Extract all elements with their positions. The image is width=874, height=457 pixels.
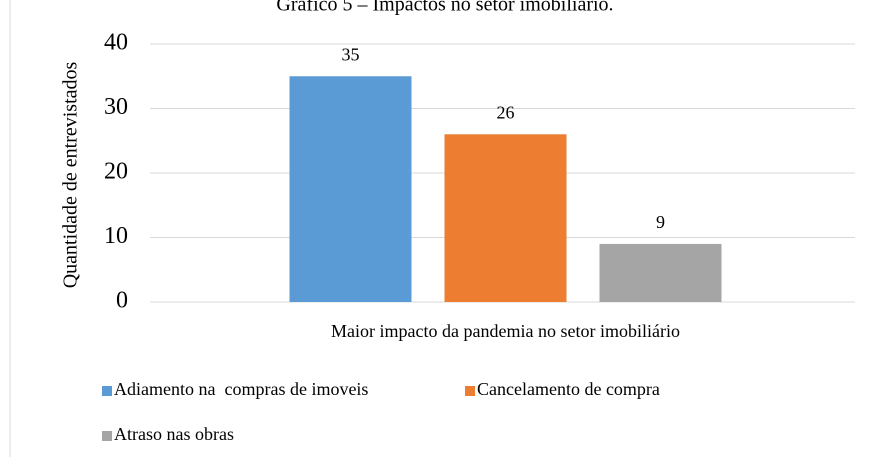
y-tick-label: 0 bbox=[116, 288, 128, 314]
legend-label: Cancelamento de compra bbox=[477, 379, 660, 399]
y-tick-label: 30 bbox=[104, 94, 128, 120]
y-axis-label: Quantidade de entrevistados bbox=[60, 61, 82, 288]
y-tick-label: 40 bbox=[104, 30, 128, 56]
bar bbox=[444, 134, 567, 302]
chart-title: Gráfico 5 – Impactos no setor imobiliári… bbox=[276, 0, 613, 16]
y-tick-label: 10 bbox=[104, 223, 128, 249]
legend-swatch bbox=[102, 431, 112, 441]
legend-label: Adiamento na compras de imoveis bbox=[114, 379, 368, 399]
bar bbox=[599, 243, 722, 302]
y-tick-label: 20 bbox=[104, 159, 128, 185]
legend-swatch bbox=[465, 386, 475, 396]
legend-label: Atraso nas obras bbox=[114, 424, 234, 444]
x-tick-label: Maior impacto da pandemia no setor imobi… bbox=[331, 321, 680, 341]
data-label: 35 bbox=[342, 44, 360, 64]
bar bbox=[289, 76, 412, 302]
data-label: 9 bbox=[656, 212, 665, 232]
data-label: 26 bbox=[497, 102, 515, 122]
legend-swatch bbox=[102, 386, 112, 396]
